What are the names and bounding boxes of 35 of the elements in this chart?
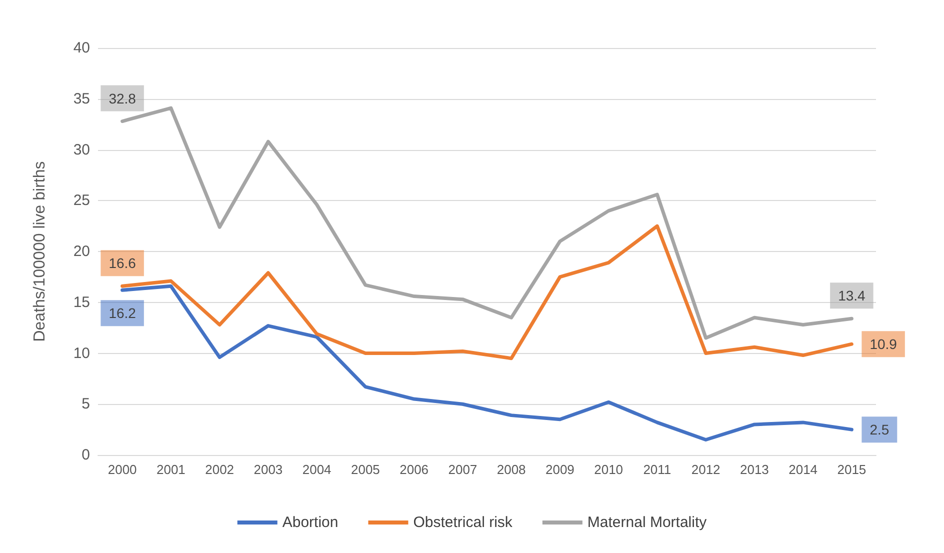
x-tick-label: 2008	[496, 462, 526, 477]
x-tick-label: 2003	[254, 462, 283, 477]
y-tick-label: 5	[82, 396, 90, 413]
data-label: 10.9	[870, 336, 898, 352]
data-label: 16.2	[108, 305, 136, 322]
x-tick-label: 2011	[643, 462, 672, 477]
x-tick-label: 2006	[400, 462, 429, 477]
y-tick-label: 0	[82, 446, 90, 464]
data-label: 2.5	[870, 422, 890, 438]
x-tick-label: 2009	[545, 462, 574, 477]
x-tick-label: 2013	[740, 462, 769, 477]
x-tick-label: 2007	[448, 462, 478, 477]
x-tick-label: 2010	[594, 462, 624, 477]
x-tick-label: 2004	[302, 462, 332, 477]
y-tick-label: 10	[73, 344, 90, 362]
y-tick-label: 20	[73, 243, 90, 260]
legend-label: Abortion	[282, 514, 338, 531]
y-tick-label: 35	[73, 90, 90, 108]
y-tick-label: 30	[73, 141, 90, 158]
y-axis-title: Deaths/100000 live births	[32, 161, 48, 342]
legend-label: Maternal Mortality	[587, 514, 708, 531]
x-tick-label: 2001	[156, 462, 186, 477]
x-tick-label: 2005	[350, 462, 380, 477]
y-tick-label: 25	[73, 192, 90, 210]
y-tick-label: 15	[73, 294, 90, 311]
x-tick-label: 2002	[205, 462, 234, 477]
y-tick-label: 40	[73, 40, 90, 56]
x-tick-label: 2012	[691, 462, 720, 477]
x-tick-label: 2000	[108, 462, 137, 477]
legend-label: Obstetrical risk	[413, 514, 513, 531]
data-label: 13.4	[838, 288, 866, 304]
data-label: 16.6	[108, 255, 136, 272]
x-tick-label: 2015	[837, 462, 866, 477]
x-tick-label: 2014	[788, 462, 818, 477]
data-label: 32.8	[108, 90, 136, 106]
